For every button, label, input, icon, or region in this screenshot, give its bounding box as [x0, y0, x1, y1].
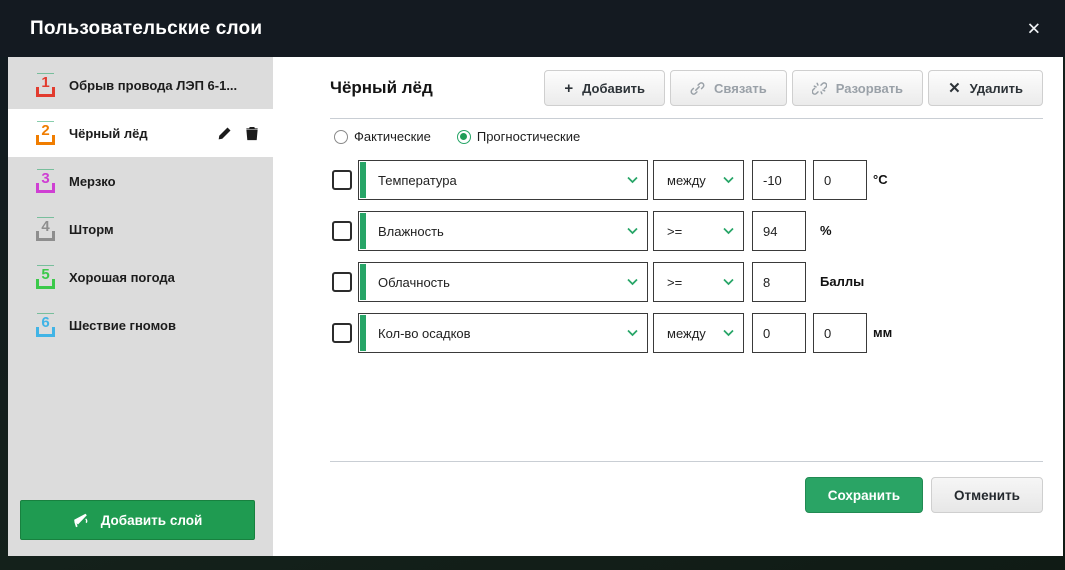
link-icon: [690, 81, 705, 95]
delete-trash-icon[interactable]: [245, 126, 259, 141]
value-from-input[interactable]: [752, 160, 806, 200]
modal-title: Пользовательские слои: [30, 17, 263, 39]
value-input[interactable]: [752, 211, 806, 251]
value-to-input[interactable]: [813, 160, 867, 200]
divider: [330, 118, 1043, 119]
radio-circle: [334, 129, 348, 144]
delete-condition-button[interactable]: ✕ Удалить: [928, 70, 1043, 106]
edit-pencil-icon[interactable]: [217, 126, 232, 141]
layer-number-icon: 4: [35, 216, 56, 241]
sidebar-item-layer-2[interactable]: 2 Чёрный лёд: [8, 109, 273, 157]
value-input[interactable]: [752, 262, 806, 302]
chevron-down-icon: [627, 329, 638, 337]
param-accent-bar: [360, 264, 366, 300]
sidebar-item-layer-4[interactable]: 4 Шторм: [8, 205, 273, 253]
parameter-select[interactable]: Облачность: [358, 262, 648, 302]
sidebar-item-label: Шторм: [69, 221, 114, 237]
add-condition-button[interactable]: + Добавить: [544, 70, 666, 106]
parameter-select-value: Температура: [378, 172, 457, 188]
value-to-input[interactable]: [813, 313, 867, 353]
sidebar-item-layer-3[interactable]: 3 Мерзко: [8, 157, 273, 205]
value-from-input[interactable]: [752, 313, 806, 353]
radio-prognostic[interactable]: Прогностические: [456, 129, 580, 144]
close-icon[interactable]: ✕: [1026, 19, 1041, 38]
condition-row-cloudiness: Облачность >= Баллы: [273, 262, 1063, 302]
sidebar-item-layer-5[interactable]: 5 Хорошая погода: [8, 253, 273, 301]
sidebar-item-layer-1[interactable]: 1 Обрыв провода ЛЭП 6-1...: [8, 61, 273, 109]
condition-row-humidity: Влажность >= %: [273, 211, 1063, 251]
modal-header: Пользовательские слои ✕: [0, 0, 1065, 57]
operator-select-value: между: [667, 325, 706, 341]
operator-select[interactable]: между: [653, 313, 744, 353]
cancel-button[interactable]: Отменить: [931, 477, 1043, 513]
sidebar-item-layer-6[interactable]: 6 Шествие гномов: [8, 301, 273, 349]
megaphone-icon: [73, 513, 88, 527]
parameter-select[interactable]: Влажность: [358, 211, 648, 251]
row-checkbox[interactable]: [332, 170, 352, 190]
chevron-down-icon: [723, 329, 734, 337]
sidebar-item-label: Шествие гномов: [69, 317, 176, 333]
plus-icon: +: [564, 79, 574, 97]
x-icon: ✕: [948, 80, 961, 97]
condition-row-precipitation: Кол-во осадков между мм: [273, 313, 1063, 353]
parameter-select-value: Влажность: [378, 223, 444, 239]
add-layer-label: Добавить слой: [100, 512, 203, 528]
save-button[interactable]: Сохранить: [804, 477, 924, 513]
forecast-type-radios: Фактические Прогностические: [334, 129, 580, 144]
parameter-select-value: Кол-во осадков: [378, 325, 471, 341]
radio-circle: [456, 129, 471, 144]
unit-label: мм: [873, 325, 893, 340]
sidebar-item-label: Чёрный лёд: [69, 125, 148, 141]
layer-number-icon: 6: [35, 312, 56, 337]
sidebar-item-label: Обрыв провода ЛЭП 6-1...: [69, 77, 238, 93]
chevron-down-icon: [723, 227, 734, 235]
sidebar-item-label: Хорошая погода: [69, 269, 175, 285]
row-checkbox[interactable]: [332, 221, 352, 241]
layer-number-icon: 2: [35, 120, 56, 145]
param-accent-bar: [360, 213, 366, 249]
operator-select[interactable]: >=: [653, 262, 744, 302]
condition-row-temperature: Температура между °C: [273, 160, 1063, 200]
layers-sidebar: 1 Обрыв провода ЛЭП 6-1... 2 Чёрный лёд …: [8, 57, 273, 556]
layer-number-icon: 5: [35, 264, 56, 289]
operator-select[interactable]: >=: [653, 211, 744, 251]
unit-label: %: [820, 223, 832, 238]
parameter-select[interactable]: Температура: [358, 160, 648, 200]
row-checkbox[interactable]: [332, 272, 352, 292]
chevron-down-icon: [723, 176, 734, 184]
chevron-down-icon: [723, 278, 734, 286]
add-layer-button[interactable]: Добавить слой: [20, 500, 255, 540]
layer-title: Чёрный лёд: [330, 78, 433, 97]
layer-number-icon: 3: [35, 168, 56, 193]
chevron-down-icon: [627, 227, 638, 235]
layer-editor-panel: Чёрный лёд + Добавить Связать Разорвать …: [273, 57, 1063, 556]
radio-actual[interactable]: Фактические: [334, 129, 431, 144]
operator-select-value: между: [667, 172, 706, 188]
param-accent-bar: [360, 162, 366, 198]
unit-label: °C: [873, 172, 888, 187]
operator-select-value: >=: [667, 274, 683, 290]
chevron-down-icon: [627, 176, 638, 184]
unlink-icon: [811, 81, 827, 95]
parameter-select-value: Облачность: [378, 274, 450, 290]
param-accent-bar: [360, 315, 366, 351]
parameter-select[interactable]: Кол-во осадков: [358, 313, 648, 353]
operator-select[interactable]: между: [653, 160, 744, 200]
layer-number-icon: 1: [35, 72, 56, 97]
divider: [330, 461, 1043, 462]
unlink-button[interactable]: Разорвать: [791, 70, 924, 106]
unit-label: Баллы: [820, 274, 865, 289]
sidebar-item-label: Мерзко: [69, 173, 116, 189]
operator-select-value: >=: [667, 223, 683, 239]
link-button[interactable]: Связать: [670, 70, 787, 106]
chevron-down-icon: [627, 278, 638, 286]
row-checkbox[interactable]: [332, 323, 352, 343]
